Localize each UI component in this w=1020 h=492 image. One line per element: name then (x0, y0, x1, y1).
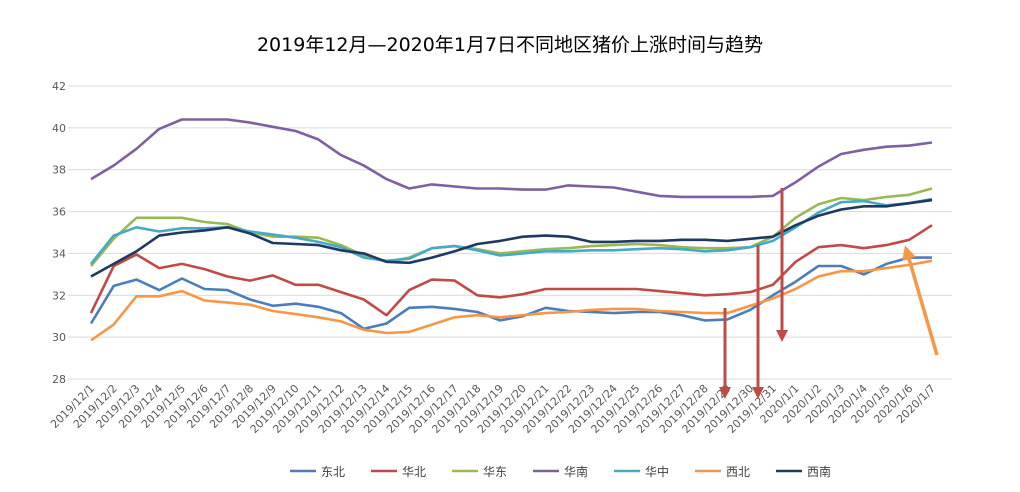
series-lines (89, 118, 933, 342)
legend-label: 华北 (402, 465, 426, 479)
x-axis: 2019/12/12019/12/22019/12/32019/12/42019… (48, 382, 938, 436)
series-line-华南 (90, 118, 933, 199)
legend-item: 西北 (695, 465, 750, 479)
legend-item: 华东 (452, 465, 507, 479)
series-line-西北 (90, 259, 933, 342)
y-tick-label: 38 (52, 164, 66, 177)
y-tick-label: 32 (52, 289, 66, 302)
legend-label: 西北 (726, 465, 750, 479)
annotations (719, 188, 939, 399)
y-tick-label: 30 (52, 331, 66, 344)
legend-item: 东北 (290, 465, 345, 479)
gridlines (68, 85, 952, 380)
legend-label: 东北 (321, 465, 345, 479)
legend-item: 华南 (533, 464, 588, 479)
series-line-华北 (89, 224, 933, 317)
y-tick-label: 28 (52, 373, 66, 386)
legend-item: 华中 (614, 464, 669, 479)
series-line-东北 (89, 256, 932, 331)
y-tick-label: 42 (52, 80, 66, 93)
y-tick-label: 40 (52, 122, 66, 135)
legend-item: 西南 (776, 464, 831, 479)
legend-label: 华中 (645, 464, 669, 479)
series-line-西南 (90, 198, 933, 278)
legend-label: 华东 (483, 465, 507, 479)
series-line-华东 (90, 187, 933, 267)
legend-label: 华南 (564, 464, 588, 479)
legend-item: 华北 (371, 465, 426, 479)
annotation-arrow (902, 245, 939, 356)
y-tick-label: 36 (52, 206, 66, 219)
chart-title: 2019年12月—2020年1月7日不同地区猪价上涨时间与趋势 (257, 34, 763, 56)
y-axis: 28 30 32 34 36 38 40 42 (52, 80, 66, 386)
y-tick-label: 34 (52, 247, 66, 260)
legend-label: 西南 (807, 464, 831, 479)
legend: 东北 华北 华东 华南 华中 西北 西南 (290, 464, 831, 479)
